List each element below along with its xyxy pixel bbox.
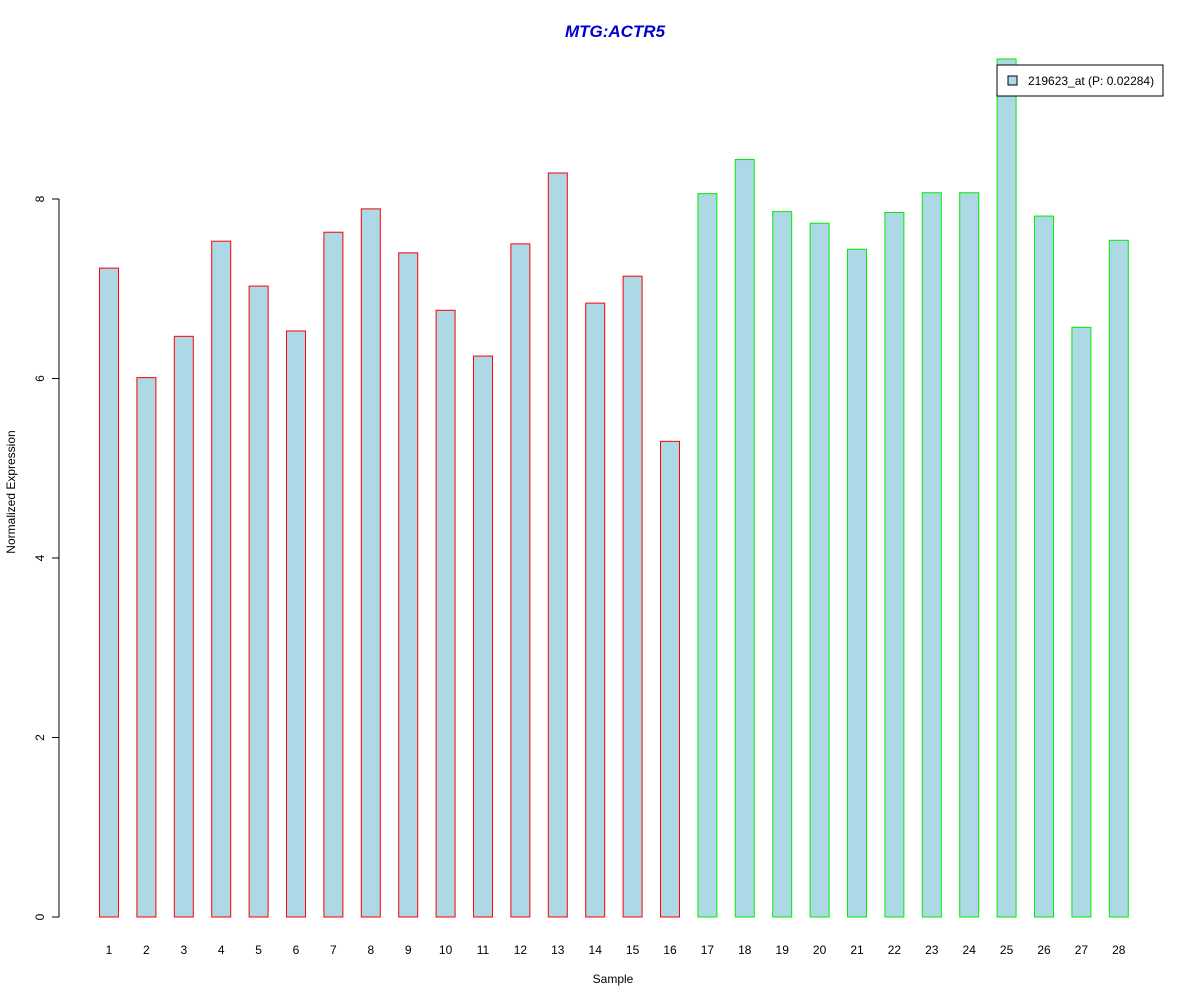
x-tick-label: 10 [439,943,453,957]
x-tick-label: 23 [925,943,939,957]
x-tick-label: 22 [888,943,902,957]
bar-sample-4 [211,240,232,918]
x-tick-label: 14 [589,943,603,957]
bar-sample-15 [622,275,643,918]
bar-sample-28 [1108,239,1129,918]
x-tick-label: 18 [738,943,752,957]
x-tick-label: 5 [255,943,262,957]
bar-sample-27 [1071,326,1092,918]
x-tick-label: 17 [701,943,715,957]
bar-sample-16 [660,440,680,918]
bar-sample-10 [435,309,456,918]
bar-sample-25 [996,58,1017,918]
x-tick-label: 28 [1112,943,1126,957]
x-tick-label: 20 [813,943,827,957]
bar-sample-11 [473,355,493,918]
bar-sample-21 [847,248,867,918]
bar-sample-5 [248,285,269,918]
x-tick-label: 27 [1075,943,1089,957]
legend-box [996,64,1164,97]
bar-sample-19 [772,211,793,918]
y-tick-label: 4 [33,554,47,561]
bar-sample-3 [173,335,194,918]
x-tick-label: 6 [293,943,300,957]
x-tick-labels: 1 2 3 4 5 6 7 8 9 10 11 12 13 14 15 16 17 18 19 20 21 22 23 24 2… [106,943,1126,957]
x-tick-label: 26 [1037,943,1051,957]
bar-sample-6 [286,330,306,918]
bar-sample-26 [1034,215,1054,918]
x-tick-label: 7 [330,943,337,957]
x-tick-label: 8 [367,943,374,957]
chart-title: MTG:ACTR5 [565,22,666,41]
bars-group [99,58,1129,918]
bar-sample-22 [884,211,905,918]
legend-label: 219623_at (P: 0.02284) [1028,74,1154,88]
y-tick-label: 8 [33,195,47,202]
bar-sample-2 [136,377,157,918]
x-tick-label: 1 [106,943,113,957]
bar-sample-8 [360,208,381,918]
legend: 219623_at (P: 0.02284) [996,64,1164,97]
bar-sample-23 [921,192,942,918]
bar-sample-7 [323,231,344,918]
bar-sample-18 [734,159,755,918]
x-tick-label: 12 [514,943,528,957]
y-tick-label: 6 [33,375,47,382]
bar-sample-13 [547,172,568,918]
y-tick-label: 2 [33,734,47,741]
y-tick-label: 0 [33,913,47,920]
bar-sample-14 [585,302,606,918]
x-tick-label: 16 [663,943,677,957]
x-tick-label: 24 [963,943,977,957]
x-tick-label: 2 [143,943,150,957]
x-axis-title: Sample [593,972,634,986]
bar-sample-1 [99,267,119,918]
x-tick-label: 11 [477,943,490,957]
bar-sample-24 [959,192,980,918]
bar-sample-9 [398,252,419,918]
x-tick-label: 4 [218,943,225,957]
bar-sample-17 [697,193,718,918]
x-tick-label: 9 [405,943,412,957]
bar-sample-20 [809,222,830,918]
x-tick-label: 13 [551,943,565,957]
legend-swatch [1007,75,1018,86]
y-axis: 0 2 4 6 8 [33,195,60,920]
x-tick-label: 15 [626,943,640,957]
x-tick-label: 19 [776,943,790,957]
x-tick-label: 3 [180,943,187,957]
bar-sample-12 [510,243,531,918]
x-tick-label: 25 [1000,943,1014,957]
y-axis-title: Normalized Expression [4,430,18,553]
x-tick-label: 21 [850,943,864,957]
